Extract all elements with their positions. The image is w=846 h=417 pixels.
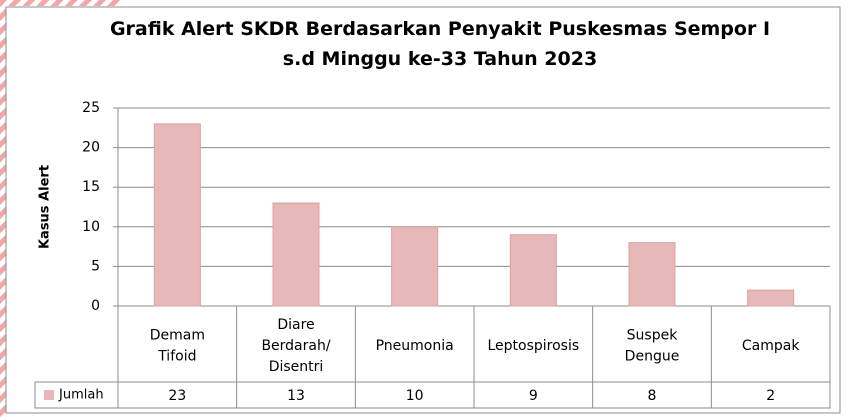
bar [509,234,557,307]
table-value: 23 [168,388,186,404]
table-cell [34,381,831,409]
x-tick-label: Diare Berdarah/Disentri [261,317,330,375]
y-tick-label: 10 [82,219,100,235]
table-value: 13 [287,388,305,404]
bar [747,289,795,307]
y-tick-label: 5 [91,258,100,274]
y-tick-label: 25 [82,100,100,116]
x-tick-label: Campak [742,338,800,354]
table-value: 10 [406,388,424,404]
legend-swatch [44,390,54,400]
table-value: 9 [529,388,538,404]
bar [628,242,676,307]
legend-label: Jumlah [58,388,104,403]
y-tick-label: 0 [91,298,100,314]
chart-frame [5,6,841,414]
decoration [0,0,120,6]
bar [272,202,320,307]
chart-title: Grafik Alert SKDR Berdasarkan Penyakit P… [110,18,770,70]
y-tick-label: 15 [82,179,100,195]
bar [153,123,201,307]
y-axis-label: Kasus Alert [38,165,53,249]
x-tick-label: Pneumonia [376,338,454,354]
table-value: 2 [766,388,775,404]
table-value: 8 [648,388,657,404]
bar [391,226,439,307]
y-tick-label: 20 [82,140,100,156]
x-tick-label: Demam Tifoid [150,328,205,365]
x-tick-label: Leptospirosis [487,338,579,354]
x-tick-label: Suspek Dengue [625,328,680,365]
decoration [0,0,6,417]
